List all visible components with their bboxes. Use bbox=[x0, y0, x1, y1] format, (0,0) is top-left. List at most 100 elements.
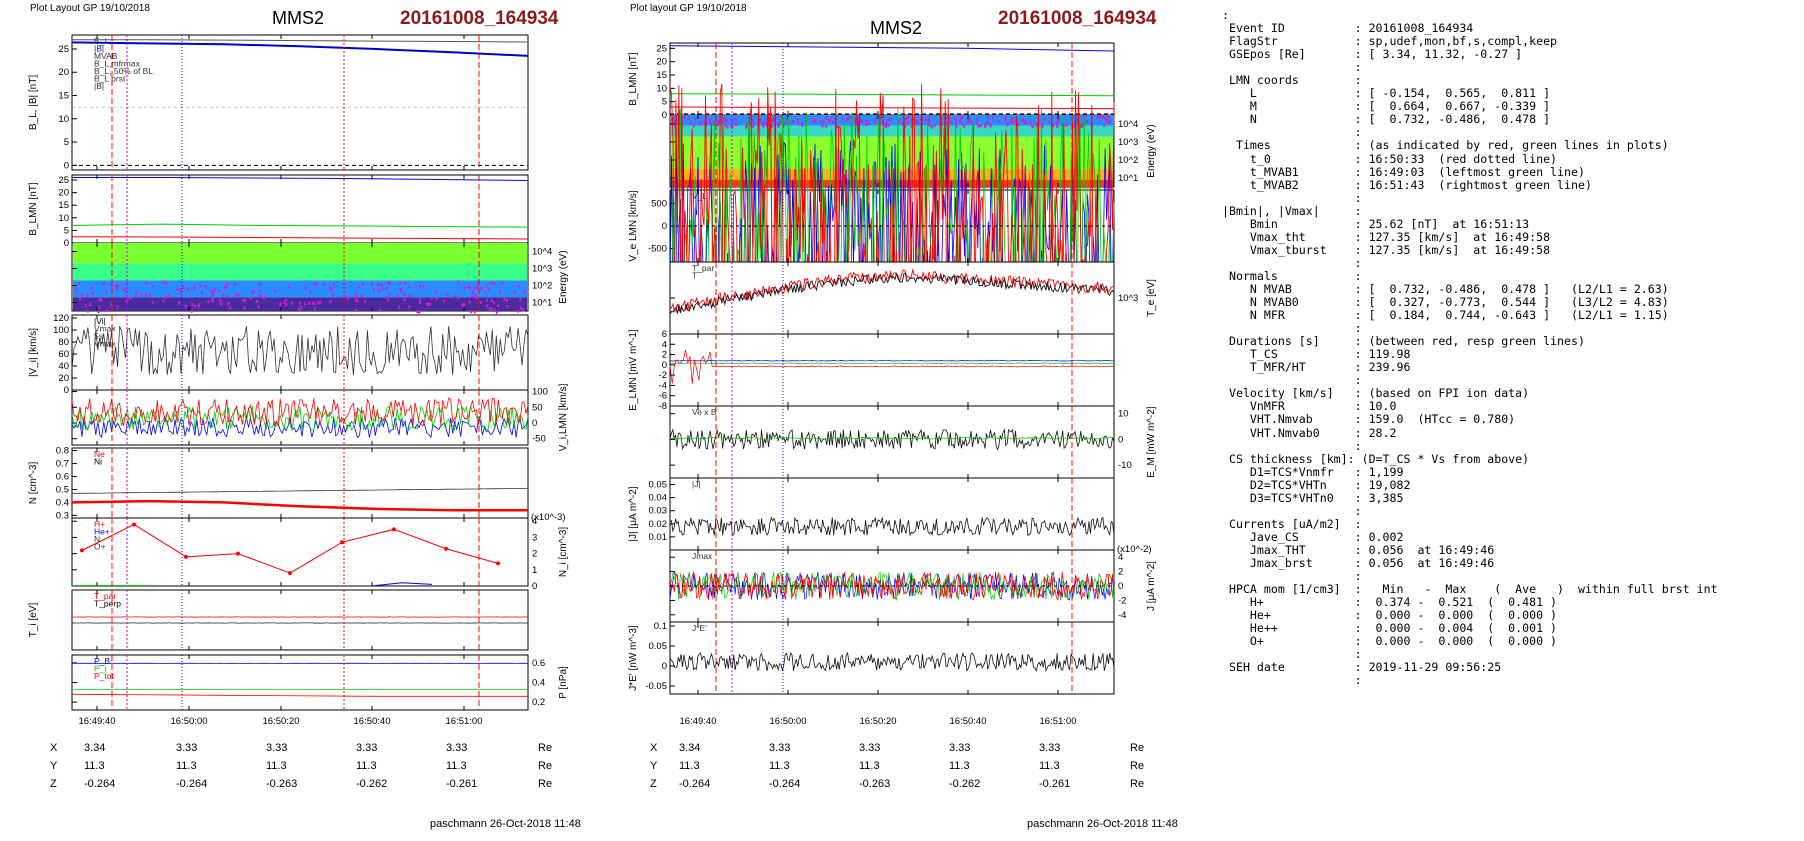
info-line: : bbox=[1222, 438, 1362, 453]
info-line: Jave_CS : 0.002 bbox=[1222, 529, 1404, 544]
info-line: : bbox=[1222, 647, 1362, 662]
heatmap-cell bbox=[167, 293, 170, 297]
info-line: t_MVAB2 : 16:51:43 (rightmost green line… bbox=[1222, 177, 1592, 192]
y-tick-label: 120 bbox=[53, 313, 69, 324]
heatmap-cell bbox=[493, 309, 496, 313]
series-line bbox=[669, 428, 1115, 451]
heatmap-cell bbox=[291, 301, 294, 305]
info-line: D2=TCS*VHTn : 19,082 bbox=[1222, 477, 1411, 492]
info-line: T_MFR/HT : 239.96 bbox=[1222, 360, 1411, 375]
y-axis-label: Energy (eV) bbox=[558, 250, 569, 303]
heatmap-cell bbox=[211, 297, 214, 301]
heatmap-cell bbox=[429, 302, 432, 306]
info-line: L : [ -0.154, 0.565, 0.811 ] bbox=[1222, 86, 1551, 101]
heatmap-cell bbox=[125, 289, 128, 293]
heatmap-cell bbox=[316, 301, 319, 305]
heatmap-cell bbox=[463, 302, 466, 306]
heatmap-cell bbox=[1041, 125, 1044, 129]
heatmap-cell bbox=[827, 118, 830, 122]
heatmap-cell bbox=[888, 117, 891, 121]
heatmap-cell bbox=[473, 287, 476, 291]
heatmap-cell bbox=[730, 124, 733, 128]
heatmap-cell bbox=[1100, 115, 1103, 119]
heatmap-cell bbox=[1011, 121, 1014, 125]
heatmap-cell bbox=[380, 283, 383, 287]
heatmap-cell bbox=[1086, 119, 1089, 123]
heatmap-cell bbox=[178, 301, 181, 305]
heatmap-cell bbox=[403, 298, 406, 302]
heatmap-band bbox=[671, 125, 1113, 137]
info-line: CS thickness [km]: (D=T_CS * Vs from abo… bbox=[1222, 451, 1530, 466]
heatmap-cell bbox=[692, 124, 695, 128]
info-line: Normals : bbox=[1222, 268, 1362, 283]
heatmap-cell bbox=[332, 282, 335, 286]
heatmap-cell bbox=[257, 305, 260, 309]
x-tick-label: 16:50:00 bbox=[770, 716, 807, 727]
data-point bbox=[392, 527, 396, 532]
heatmap-cell bbox=[825, 116, 828, 120]
heatmap-cell bbox=[505, 298, 508, 302]
info-line: |Bmin|, |Vmax| : bbox=[1222, 203, 1362, 218]
heatmap-cell bbox=[986, 115, 989, 119]
heatmap-cell bbox=[479, 300, 482, 304]
heatmap-cell bbox=[761, 122, 764, 126]
right-pos-y-label: Y bbox=[650, 760, 658, 772]
x-tick-label: 16:50:40 bbox=[354, 716, 391, 727]
heatmap-cell bbox=[162, 299, 165, 303]
heatmap-cell bbox=[490, 307, 493, 311]
info-line: t_MVAB1 : 16:49:03 (leftmost green line) bbox=[1222, 164, 1585, 179]
heatmap-cell bbox=[860, 118, 863, 122]
heatmap-cell bbox=[263, 296, 266, 300]
heatmap-cell bbox=[916, 120, 919, 124]
heatmap-cell bbox=[1022, 120, 1025, 124]
y-tick-label: -8 bbox=[659, 401, 667, 412]
y-axis-label: N [cm^-3] bbox=[28, 462, 39, 505]
pos-z-value: -0.264 bbox=[769, 778, 801, 790]
plot-frame bbox=[71, 34, 529, 171]
legend-entry: T_perp bbox=[94, 599, 121, 609]
heatmap-cell bbox=[487, 287, 490, 291]
heatmap-cell bbox=[399, 281, 402, 285]
y-tick-label: 10^1 bbox=[532, 298, 552, 309]
heatmap-cell bbox=[122, 288, 125, 292]
heatmap-cell bbox=[519, 306, 522, 310]
y-tick-label: 60 bbox=[58, 349, 69, 360]
data-point bbox=[132, 522, 136, 527]
heatmap-cell bbox=[311, 301, 314, 305]
heatmap-cell bbox=[950, 120, 953, 124]
y-tick-label: 0 bbox=[64, 385, 69, 396]
heatmap-cell bbox=[819, 120, 822, 124]
heatmap-cell bbox=[1103, 116, 1106, 120]
heatmap-cell bbox=[474, 293, 477, 297]
heatmap-cell bbox=[387, 298, 390, 302]
y-tick-label: 25 bbox=[58, 175, 69, 186]
y-tick-label: 20 bbox=[656, 57, 667, 68]
heatmap-cell bbox=[867, 122, 870, 126]
heatmap-cell bbox=[779, 115, 782, 119]
heatmap-cell bbox=[408, 294, 411, 298]
series-line bbox=[669, 571, 1115, 601]
plot-frame bbox=[669, 333, 1115, 407]
y-tick-label: 0.1 bbox=[654, 621, 667, 632]
heatmap-cell bbox=[396, 294, 399, 298]
panel-right-9: -0.05 0 0.05 0.1 J*E' [nW m^-3] J*E' bbox=[628, 621, 1115, 695]
data-point bbox=[496, 561, 500, 566]
heatmap-cell bbox=[191, 302, 194, 306]
series-line bbox=[669, 45, 1115, 52]
y-tick-label: 0.04 bbox=[649, 493, 668, 504]
heatmap-cell bbox=[764, 121, 767, 125]
info-line: Vmax_tburst : 127.35 [km/s] at 16:49:58 bbox=[1222, 242, 1551, 257]
info-line: : bbox=[1222, 8, 1229, 22]
heatmap-cell bbox=[1083, 115, 1086, 119]
x-tick-label: 16:49:40 bbox=[79, 716, 116, 727]
heatmap-cell bbox=[363, 300, 366, 304]
pos-x-value: 3.33 bbox=[266, 742, 288, 754]
pos-z-value: -0.263 bbox=[266, 778, 298, 790]
pos-x-value: 3.33 bbox=[446, 742, 468, 754]
heatmap-cell bbox=[116, 284, 119, 288]
info-line: H+ : 0.374 - 0.521 ( 0.481 ) bbox=[1222, 595, 1558, 610]
pos-x-value: 3.34 bbox=[84, 742, 106, 754]
y-axis-label: Energy (eV) bbox=[1146, 124, 1157, 177]
heatmap-cell bbox=[381, 287, 384, 291]
